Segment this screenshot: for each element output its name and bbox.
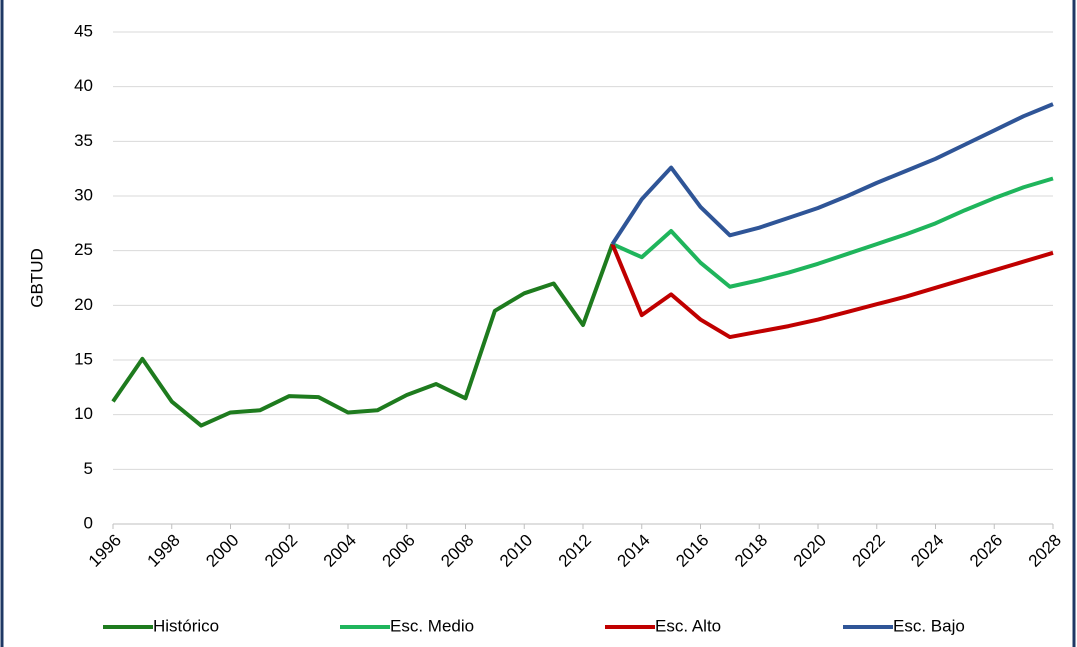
x-tick-label: 2010 <box>496 531 536 571</box>
x-tick-label: 2014 <box>614 531 654 571</box>
x-tick-label: 2002 <box>261 531 301 571</box>
x-tick-label: 2000 <box>202 531 242 571</box>
x-tick-label: 2020 <box>790 531 830 571</box>
y-tick-label: 10 <box>74 404 93 423</box>
series-line <box>111 243 615 428</box>
y-axis-label: GBTUD <box>27 248 46 308</box>
y-tick-label: 15 <box>74 349 93 368</box>
series-line <box>610 243 1054 340</box>
y-tick-label: 5 <box>84 459 93 478</box>
x-tick-label: 2006 <box>379 531 419 571</box>
x-tick-label: 1996 <box>85 531 125 571</box>
x-tick-label: 2018 <box>731 531 771 571</box>
x-tick-label: 1998 <box>144 531 184 571</box>
x-tick-label: 2004 <box>320 531 360 571</box>
x-tick-label: 2016 <box>672 531 712 571</box>
y-tick-label: 0 <box>84 513 93 532</box>
y-tick-label: 35 <box>74 131 93 150</box>
legend-label: Histórico <box>153 616 219 635</box>
y-tick-label: 20 <box>74 295 93 314</box>
y-tick-label: 25 <box>74 240 93 259</box>
x-tick-label: 2024 <box>907 531 947 571</box>
y-tick-label: 45 <box>74 21 93 40</box>
series-line <box>611 176 1054 289</box>
y-tick-label: 30 <box>74 185 93 204</box>
legend-label: Esc. Alto <box>655 616 721 635</box>
x-tick-label: 2008 <box>437 531 477 571</box>
legend-label: Esc. Bajo <box>893 616 965 635</box>
x-tick-label: 2012 <box>555 531 595 571</box>
y-tick-label: 40 <box>74 76 93 95</box>
x-tick-label: 2028 <box>1025 531 1065 571</box>
legend-label: Esc. Medio <box>390 616 474 635</box>
x-tick-label: 2022 <box>849 531 889 571</box>
series-line <box>610 102 1054 246</box>
x-tick-label: 2026 <box>966 531 1006 571</box>
